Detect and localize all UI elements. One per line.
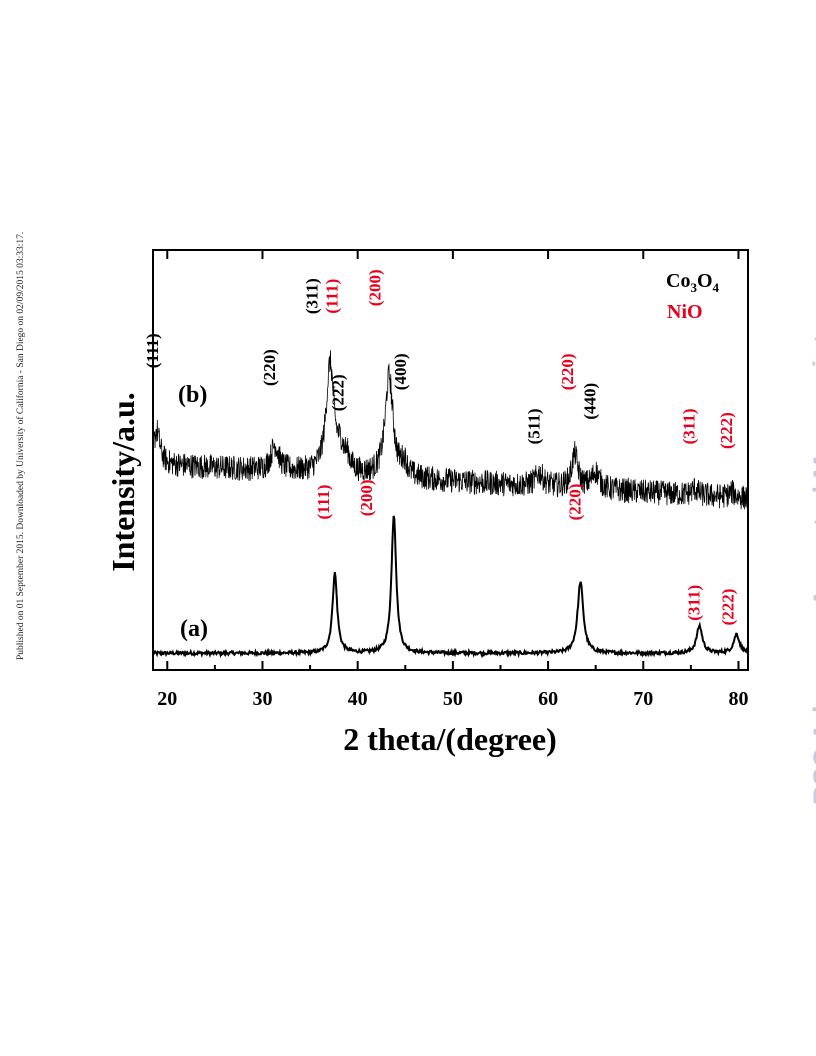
series-traces (152, 350, 749, 659)
x-tick-label-80: 80 (728, 688, 748, 710)
peak-label-a-0: (111) (314, 485, 333, 520)
series-line-a (152, 515, 749, 659)
series-label-a: (a) (180, 616, 208, 642)
peak-label-a-4: (222) (719, 589, 738, 626)
peak-label-a-1: (200) (357, 479, 376, 516)
peak-label-b-11: (222) (717, 412, 736, 449)
peak-label-b-5: (200) (366, 269, 385, 306)
x-tick-label-20: 20 (157, 688, 177, 710)
peak-label-b-1: (220) (260, 349, 279, 386)
legend-nio: NiO (667, 301, 703, 323)
peak-label-b-9: (440) (581, 383, 600, 420)
x-tick-label-40: 40 (348, 688, 368, 710)
x-axis-ticks: 20 30 40 50 60 70 80 (157, 250, 748, 710)
x-tick-label-60: 60 (538, 688, 558, 710)
peak-label-b-6: (400) (391, 353, 410, 390)
peak-label-b-8: (220) (558, 353, 577, 390)
x-tick-label-30: 30 (252, 688, 272, 710)
peak-label-b-10: (311) (680, 408, 699, 444)
y-axis-title: Intensity/a.u. (105, 392, 141, 572)
peak-label-b-0: (111) (143, 333, 162, 368)
x-axis-title: 2 theta/(degree) (343, 721, 557, 757)
peak-label-a-3: (311) (684, 585, 703, 621)
x-tick-label-50: 50 (443, 688, 463, 710)
peak-label-b-3: (111) (323, 279, 342, 314)
legend-co3o4: Co3O4 (666, 270, 720, 295)
plot-frame (152, 249, 749, 671)
peak-label-b-2: (311) (303, 278, 322, 314)
peak-label-b-7: (511) (525, 408, 544, 444)
peak-labels: (111) (200) (220) (311) (222) (111) (220) (311)… (143, 269, 738, 625)
legend: Co3O4 NiO (666, 270, 720, 323)
x-tick-label-70: 70 (633, 688, 653, 710)
series-label-b: (b) (178, 382, 207, 408)
peak-label-a-2: (220) (565, 484, 584, 521)
series-labels: (a) (b) (178, 382, 208, 642)
peak-label-b-4: (222) (328, 374, 347, 411)
series-line-b (152, 350, 749, 510)
